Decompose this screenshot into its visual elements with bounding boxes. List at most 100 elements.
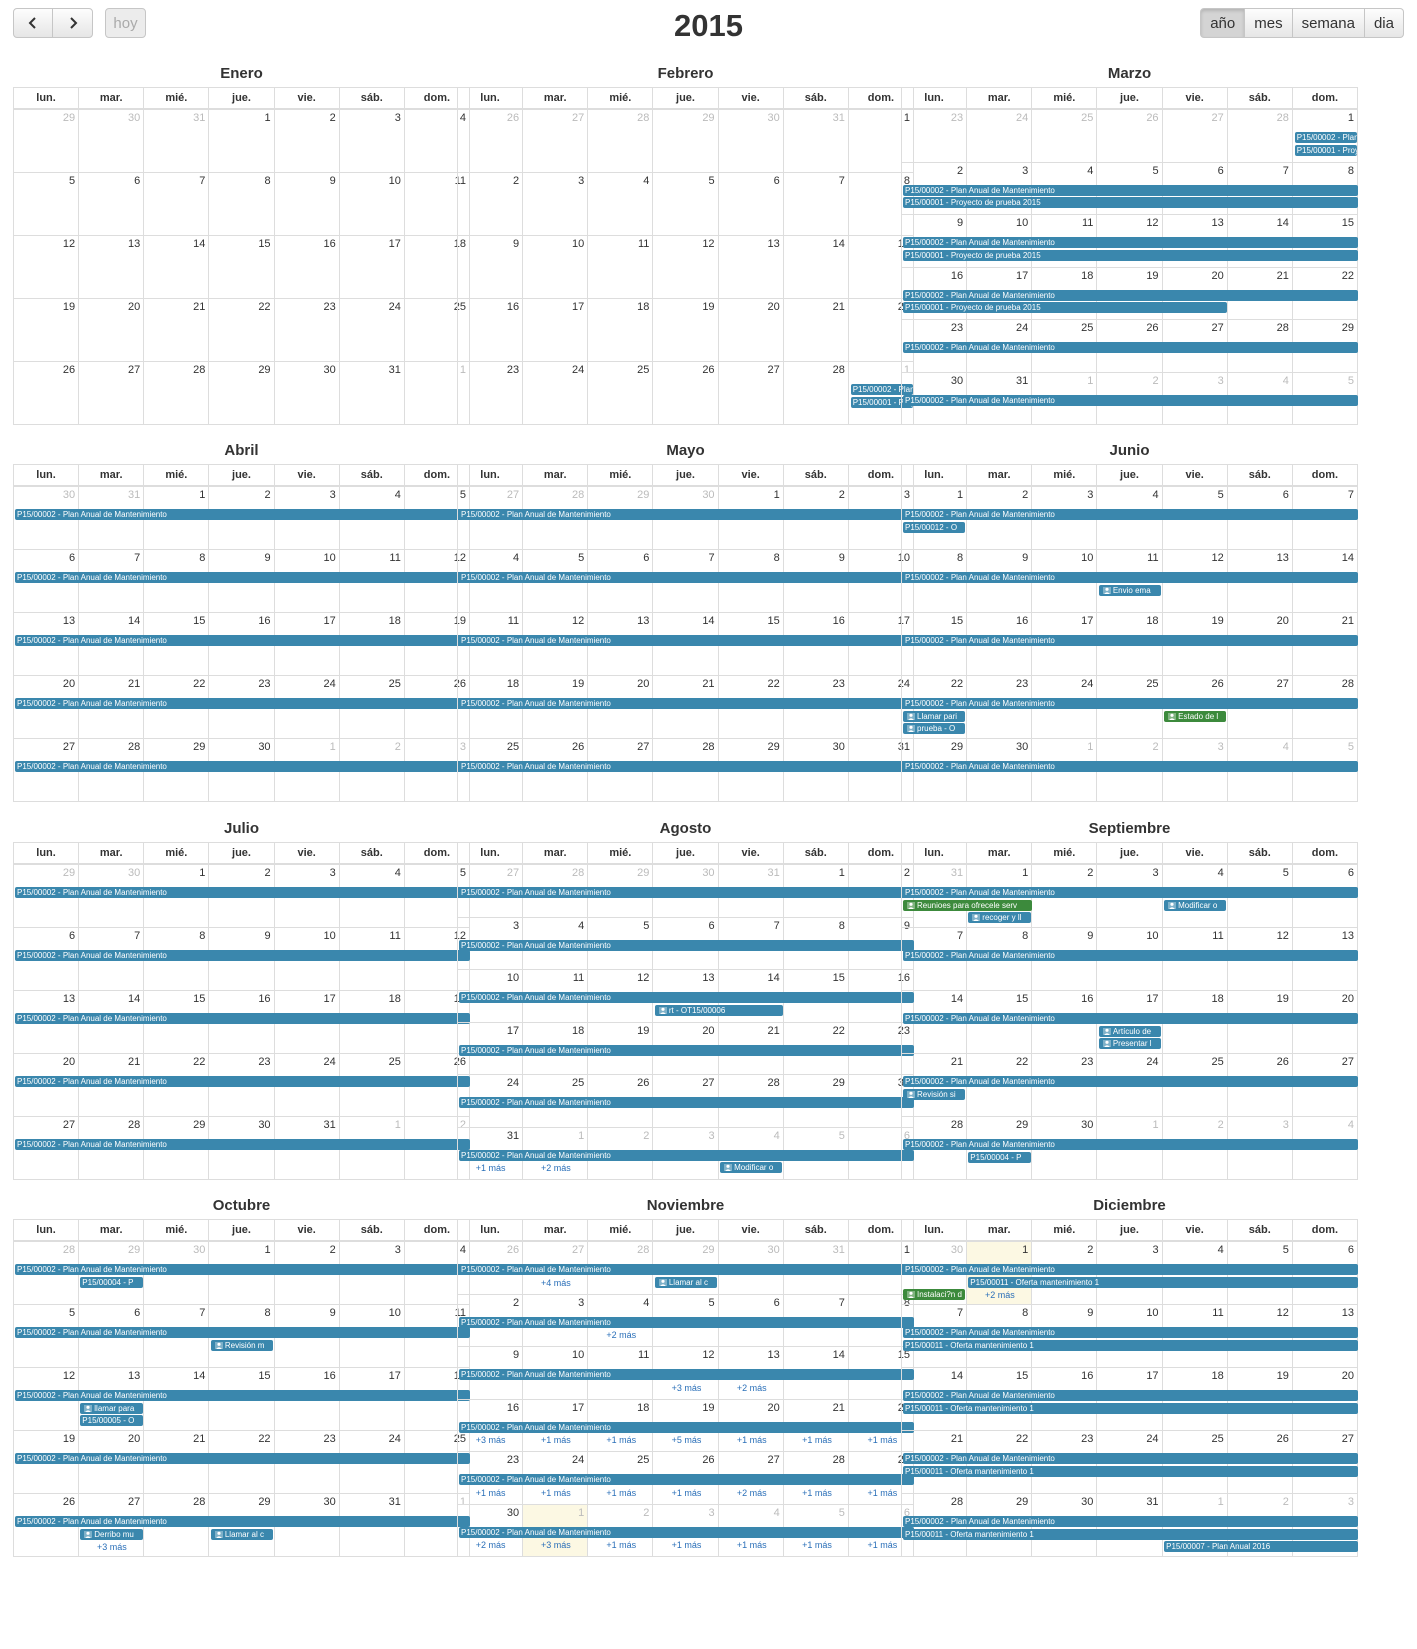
calendar-event[interactable]: P15/00002 - Plan Anual de Mantenimiento xyxy=(15,635,470,646)
more-events-link[interactable]: +1 más xyxy=(736,1540,767,1550)
calendar-event[interactable]: P15/00011 - Oferta mantenimiento 1 xyxy=(903,1402,1358,1414)
day-cell[interactable]: 8 xyxy=(902,550,966,612)
day-cell[interactable]: 1 xyxy=(847,110,913,172)
calendar-event[interactable]: P15/00002 - Plan Anual de Mantenimiento xyxy=(15,1516,470,1527)
day-cell[interactable]: 23 xyxy=(458,1452,522,1504)
day-cell[interactable]: 18 xyxy=(458,676,522,738)
day-cell[interactable]: 28 xyxy=(902,1494,966,1556)
day-cell[interactable]: 13 xyxy=(717,236,783,298)
day-cell[interactable]: 9 xyxy=(458,236,522,298)
more-events-link[interactable]: +2 más xyxy=(736,1382,767,1393)
calendar-event[interactable]: P15/00002 - Plan Anual de Mantenimiento xyxy=(903,289,1358,301)
more-events-link[interactable]: +3 más xyxy=(541,1540,571,1550)
day-cell[interactable]: 29 xyxy=(14,865,78,927)
calendar-event[interactable]: P15/00002 - Plan Anual de Mantenimiento xyxy=(903,635,1358,646)
day-cell[interactable]: 4 xyxy=(403,110,469,172)
day-cell[interactable]: 14 xyxy=(902,991,966,1053)
day-cell[interactable]: 31 xyxy=(338,362,404,424)
calendar-event[interactable]: P15/00002 - Plan Anual de Mantenimiento xyxy=(459,1369,914,1380)
calendar-event[interactable]: P15/00002 - Plan Anual de Mantenimiento xyxy=(459,572,914,583)
calendar-event[interactable]: P15/00002 - Plan Anual de Mantenimiento xyxy=(903,342,1358,353)
day-cell[interactable]: 11 xyxy=(458,613,522,675)
calendar-event[interactable]: P15/00002 - Plan Anual de Mantenimiento xyxy=(850,384,913,395)
day-cell[interactable]: 22 xyxy=(208,299,273,361)
day-cell[interactable]: 7 xyxy=(782,173,848,235)
calendar-event[interactable]: P15/00002 - Plan Anual de Mantenimiento xyxy=(903,1327,1358,1338)
day-cell[interactable]: 14 xyxy=(902,1368,966,1430)
day-cell[interactable]: 30 xyxy=(78,110,143,172)
day-cell[interactable]: 18 xyxy=(587,299,652,361)
day-cell[interactable]: 27 xyxy=(522,110,587,172)
calendar-event[interactable]: Presentar l xyxy=(1098,1038,1162,1049)
day-cell[interactable]: 13 xyxy=(14,991,78,1053)
day-cell[interactable]: 28 xyxy=(14,1242,78,1304)
calendar-event[interactable]: P15/00002 - Plan Anual de Mantenimiento xyxy=(459,1149,914,1161)
day-cell[interactable]: 2 xyxy=(273,110,339,172)
day-cell[interactable]: 4 xyxy=(587,173,652,235)
view-month-button[interactable]: mes xyxy=(1245,8,1293,38)
day-cell[interactable]: 16 xyxy=(458,299,522,361)
day-cell[interactable]: 31 xyxy=(902,865,966,927)
calendar-event[interactable]: Derribo mu xyxy=(80,1528,143,1540)
more-events-link[interactable]: +1 más xyxy=(541,1435,571,1445)
more-events-link[interactable]: +2 más xyxy=(541,1163,571,1173)
day-cell[interactable]: 1 xyxy=(847,362,913,424)
calendar-event[interactable]: P15/00002 - Plan Anual de Mantenimiento xyxy=(903,1516,1358,1527)
more-events-link[interactable]: +2 más xyxy=(736,1487,767,1498)
calendar-event[interactable]: P15/00002 - Plan Anual de Mantenimiento xyxy=(15,698,470,709)
day-cell[interactable]: 11 xyxy=(403,173,469,235)
day-cell[interactable]: 9 xyxy=(458,1347,522,1399)
day-cell[interactable]: 24 xyxy=(338,299,404,361)
day-cell[interactable]: 25 xyxy=(587,362,652,424)
more-events-link[interactable]: +1 más xyxy=(867,1435,898,1445)
view-week-button[interactable]: semana xyxy=(1292,8,1365,38)
day-cell[interactable]: 31 xyxy=(458,1128,522,1180)
calendar-event[interactable]: rt - OT15/00006 xyxy=(654,1004,784,1016)
calendar-event[interactable]: P15/00002 - Plan Anual de Mantenimiento xyxy=(903,237,1358,248)
day-cell[interactable]: 30 xyxy=(273,362,339,424)
calendar-event[interactable]: P15/00002 - Plan Anual de Mantenimiento xyxy=(903,1453,1358,1464)
day-cell[interactable]: 6 xyxy=(14,550,78,612)
day-cell[interactable]: 30 xyxy=(458,1505,522,1557)
day-cell[interactable]: 6 xyxy=(717,173,783,235)
day-cell[interactable]: 16 xyxy=(458,1400,522,1452)
more-events-link[interactable]: +1 más xyxy=(736,1435,767,1445)
day-cell[interactable]: 27 xyxy=(78,362,143,424)
more-events-link[interactable]: +4 más xyxy=(541,1277,571,1288)
calendar-event[interactable]: P15/00002 - Plan Anual de Mantenimiento xyxy=(459,698,914,709)
day-cell[interactable]: 17 xyxy=(522,299,587,361)
day-cell[interactable]: 2 xyxy=(902,163,966,215)
day-cell[interactable]: 29 xyxy=(208,362,273,424)
calendar-event[interactable]: P15/00002 - Plan Anual de Mantenimiento xyxy=(15,1327,470,1338)
calendar-event[interactable]: Instalaci?n d xyxy=(903,1289,966,1300)
day-cell[interactable]: 23 xyxy=(458,362,522,424)
calendar-event[interactable]: P15/00002 - Plan Anual de Mantenimiento xyxy=(15,1264,470,1275)
day-cell[interactable]: 10 xyxy=(338,173,404,235)
day-cell[interactable]: 9 xyxy=(273,173,339,235)
day-cell[interactable]: 3 xyxy=(522,173,587,235)
more-events-link[interactable]: +1 más xyxy=(541,1487,571,1498)
calendar-event[interactable]: P15/00011 - Oferta mantenimiento 1 xyxy=(903,1339,1358,1351)
day-cell[interactable]: 29 xyxy=(652,110,717,172)
calendar-event[interactable]: P15/00002 - Plan Anual de Mantenimiento xyxy=(459,761,914,772)
calendar-event[interactable]: Llamar al c xyxy=(654,1276,718,1288)
calendar-event[interactable]: P15/00002 - Plan Anual de Mantenimiento xyxy=(459,1044,914,1056)
day-cell[interactable]: 29 xyxy=(902,739,966,801)
day-cell[interactable]: 1 xyxy=(1291,110,1357,162)
calendar-event[interactable]: P15/00001 - Proyecto de prueba 2015 xyxy=(903,197,1358,208)
calendar-event[interactable]: recoger y ll xyxy=(968,912,1031,923)
day-cell[interactable]: 12 xyxy=(14,236,78,298)
calendar-event[interactable]: P15/00005 - O xyxy=(80,1415,143,1426)
day-cell[interactable]: 26 xyxy=(458,1242,522,1294)
calendar-event[interactable]: P15/00002 - Plan Anual de Mantenimiento xyxy=(903,1013,1358,1024)
calendar-event[interactable]: P15/00001 - Proyecto de prueba 2015 xyxy=(903,249,1358,261)
calendar-event[interactable]: P15/00011 - Oferta mantenimiento 1 xyxy=(903,1465,1358,1477)
day-cell[interactable]: 22 xyxy=(902,676,966,738)
day-cell[interactable]: 1 xyxy=(403,362,469,424)
day-cell[interactable]: 20 xyxy=(717,299,783,361)
day-cell[interactable]: 30 xyxy=(902,373,966,425)
day-cell[interactable]: 12 xyxy=(652,236,717,298)
calendar-event[interactable]: prueba - O xyxy=(903,723,966,734)
day-cell[interactable]: 24 xyxy=(522,362,587,424)
more-events-link[interactable]: +1 más xyxy=(671,1487,702,1498)
